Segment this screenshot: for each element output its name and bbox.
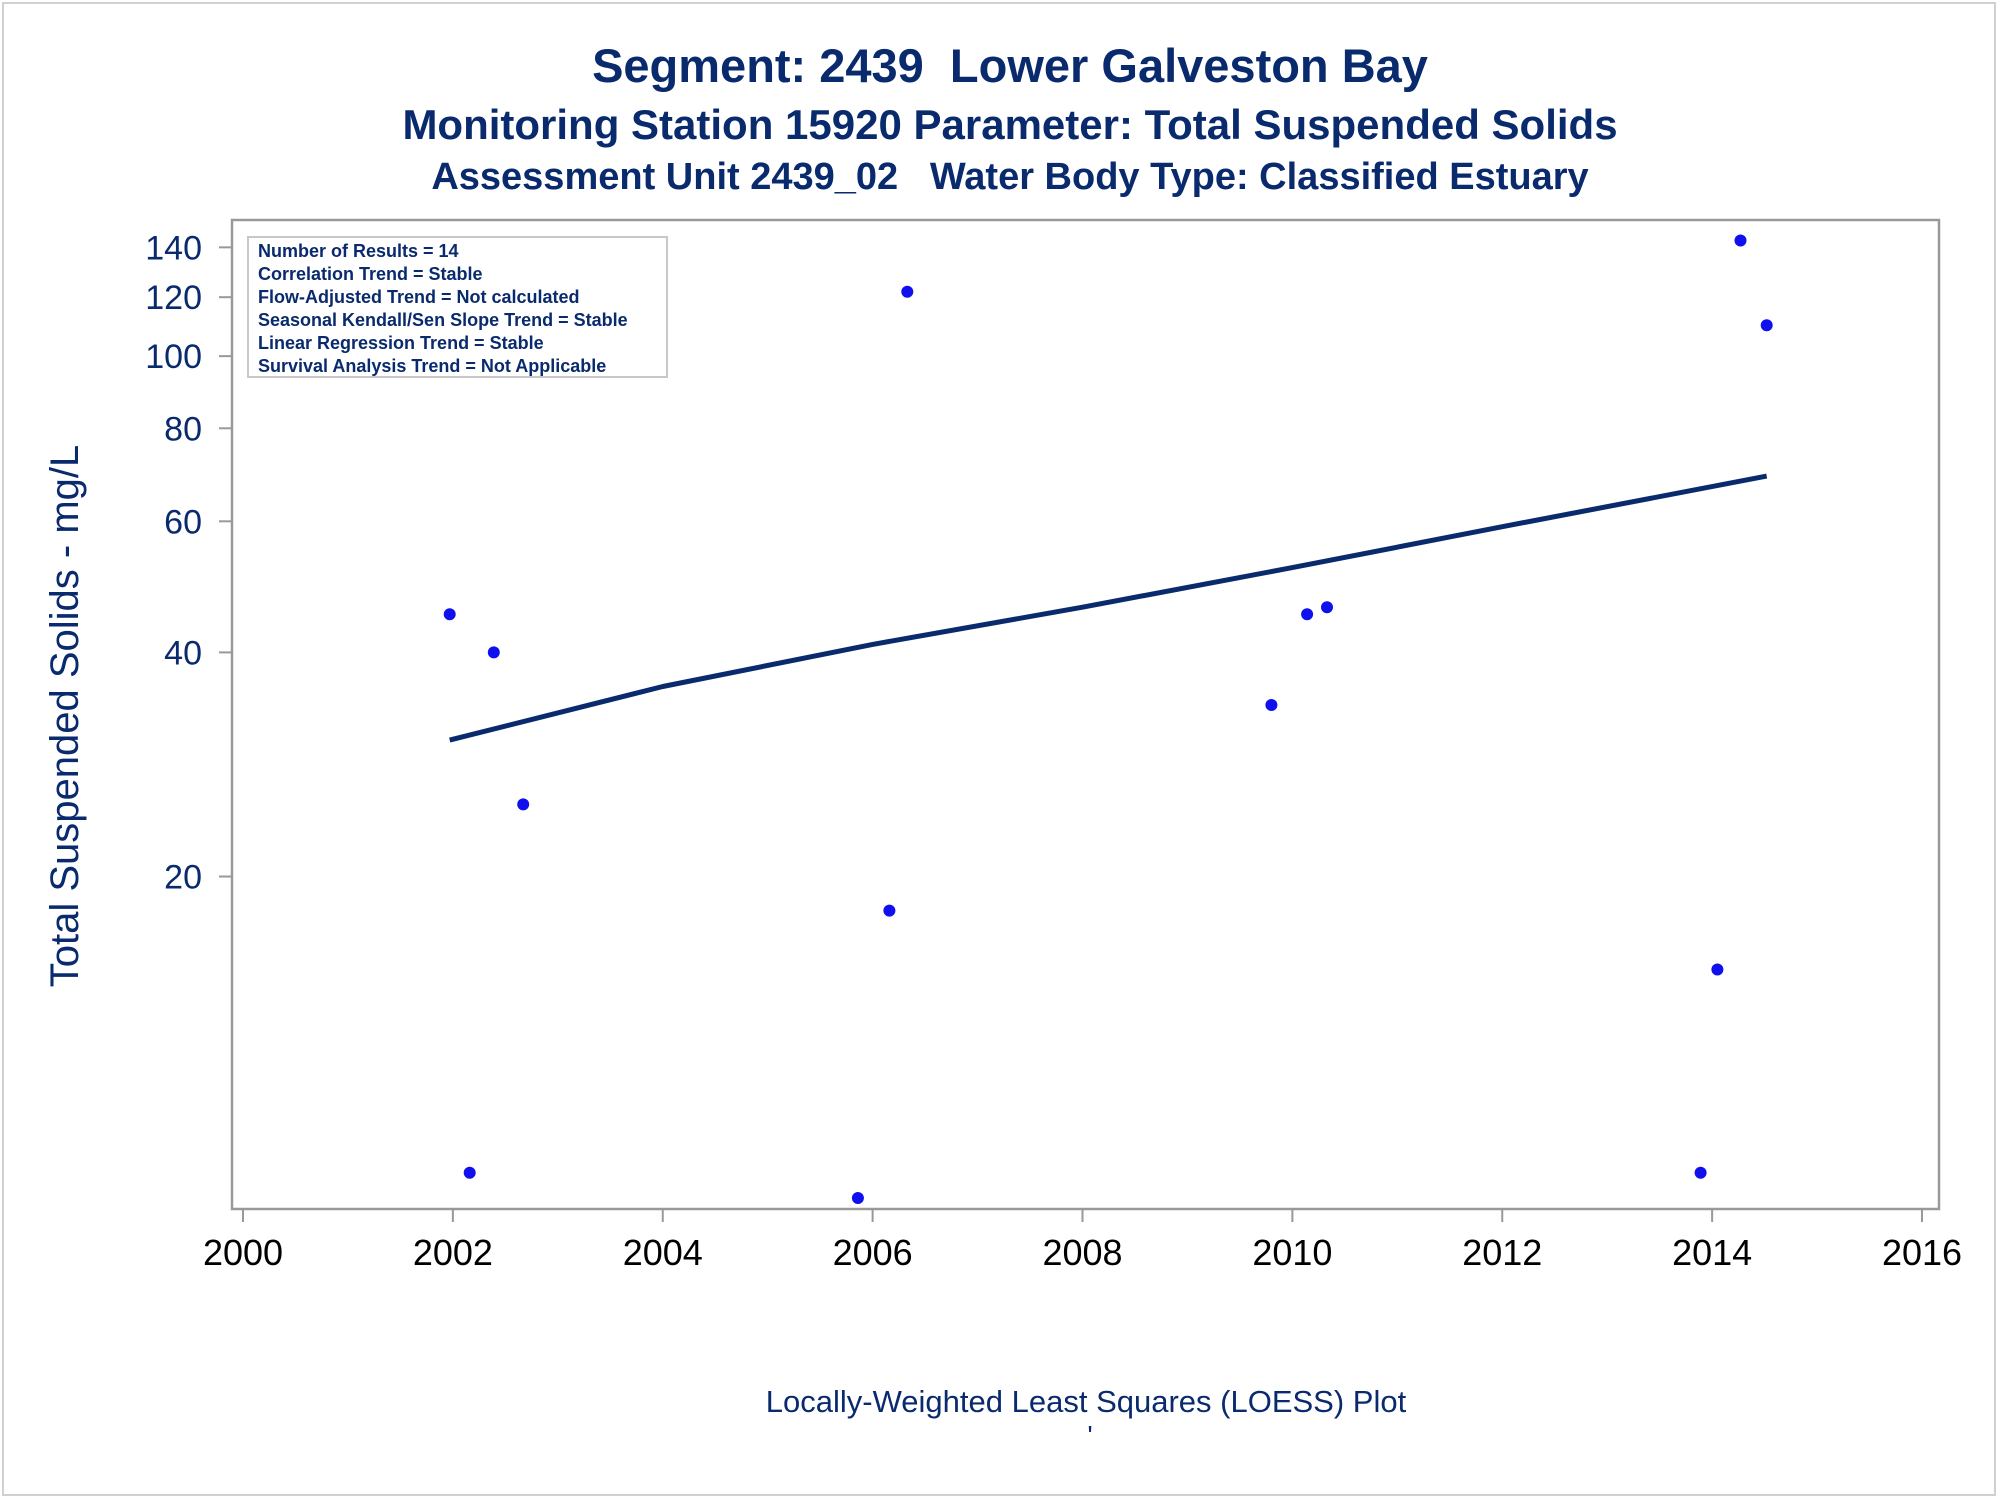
chart-title-line-1: Segment: 2439 Lower Galveston Bay <box>592 39 1428 92</box>
stat-survival-analysis-trend: Survival Analysis Trend = Not Applicable <box>258 356 607 376</box>
y-tick-label: 20 <box>164 859 202 897</box>
data-point <box>517 798 530 811</box>
y-tick-label: 40 <box>164 634 202 672</box>
data-point <box>883 904 896 917</box>
data-point <box>463 1166 476 1179</box>
data-point <box>1265 699 1278 711</box>
x-tick-label: 2008 <box>1042 1232 1122 1273</box>
chart-title-line-2: Monitoring Station 15920 Parameter: Tota… <box>402 101 1618 148</box>
stat-seasonal-kendall-trend: Seasonal Kendall/Sen Slope Trend = Stabl… <box>258 310 628 330</box>
trend-statistics-box: Number of Results = 14 Correlation Trend… <box>247 236 668 378</box>
x-tick-label: 2000 <box>203 1232 283 1273</box>
data-point <box>901 285 914 298</box>
data-point <box>1760 319 1773 332</box>
stat-correlation-trend: Correlation Trend = Stable <box>258 264 483 284</box>
data-point <box>1694 1166 1707 1179</box>
y-tick-label: 80 <box>164 410 202 448</box>
y-tick-label: 60 <box>164 503 202 541</box>
y-tick-label: 140 <box>145 229 202 267</box>
x-tick-label: 2014 <box>1672 1232 1752 1273</box>
x-tick-label: 2010 <box>1252 1232 1332 1273</box>
x-tick-label: 2004 <box>623 1232 703 1273</box>
chart-title-line-3: Assessment Unit 2439_02 Water Body Type:… <box>431 156 1589 198</box>
data-point <box>487 646 500 659</box>
x-tick-label: 2002 <box>413 1232 493 1273</box>
data-point <box>1734 234 1747 247</box>
data-point <box>851 1192 864 1204</box>
data-point <box>443 608 456 621</box>
x-tick-label: 2006 <box>833 1232 913 1273</box>
y-tick-label: 100 <box>145 338 202 376</box>
x-tick-label: 2012 <box>1462 1232 1542 1273</box>
data-point <box>1301 608 1314 621</box>
footnote-text: Locally-Weighted Least Squares (LOESS) P… <box>766 1384 1407 1419</box>
plot-border <box>230 218 1941 1211</box>
footnote-mark: ' <box>1087 1420 1092 1451</box>
x-tick-label: 2016 <box>1882 1232 1962 1273</box>
data-point <box>1321 601 1333 614</box>
loess-trend-line <box>449 473 1768 743</box>
stat-number-of-results: Number of Results = 14 <box>258 241 459 261</box>
y-tick-label: 120 <box>145 279 202 317</box>
stat-flow-adjusted-trend: Flow-Adjusted Trend = Not calculated <box>258 287 580 307</box>
data-point <box>1711 963 1724 976</box>
y-axis-label: Total Suspended Solids - mg/L <box>43 445 87 988</box>
stat-linear-regression-trend: Linear Regression Trend = Stable <box>258 333 544 353</box>
